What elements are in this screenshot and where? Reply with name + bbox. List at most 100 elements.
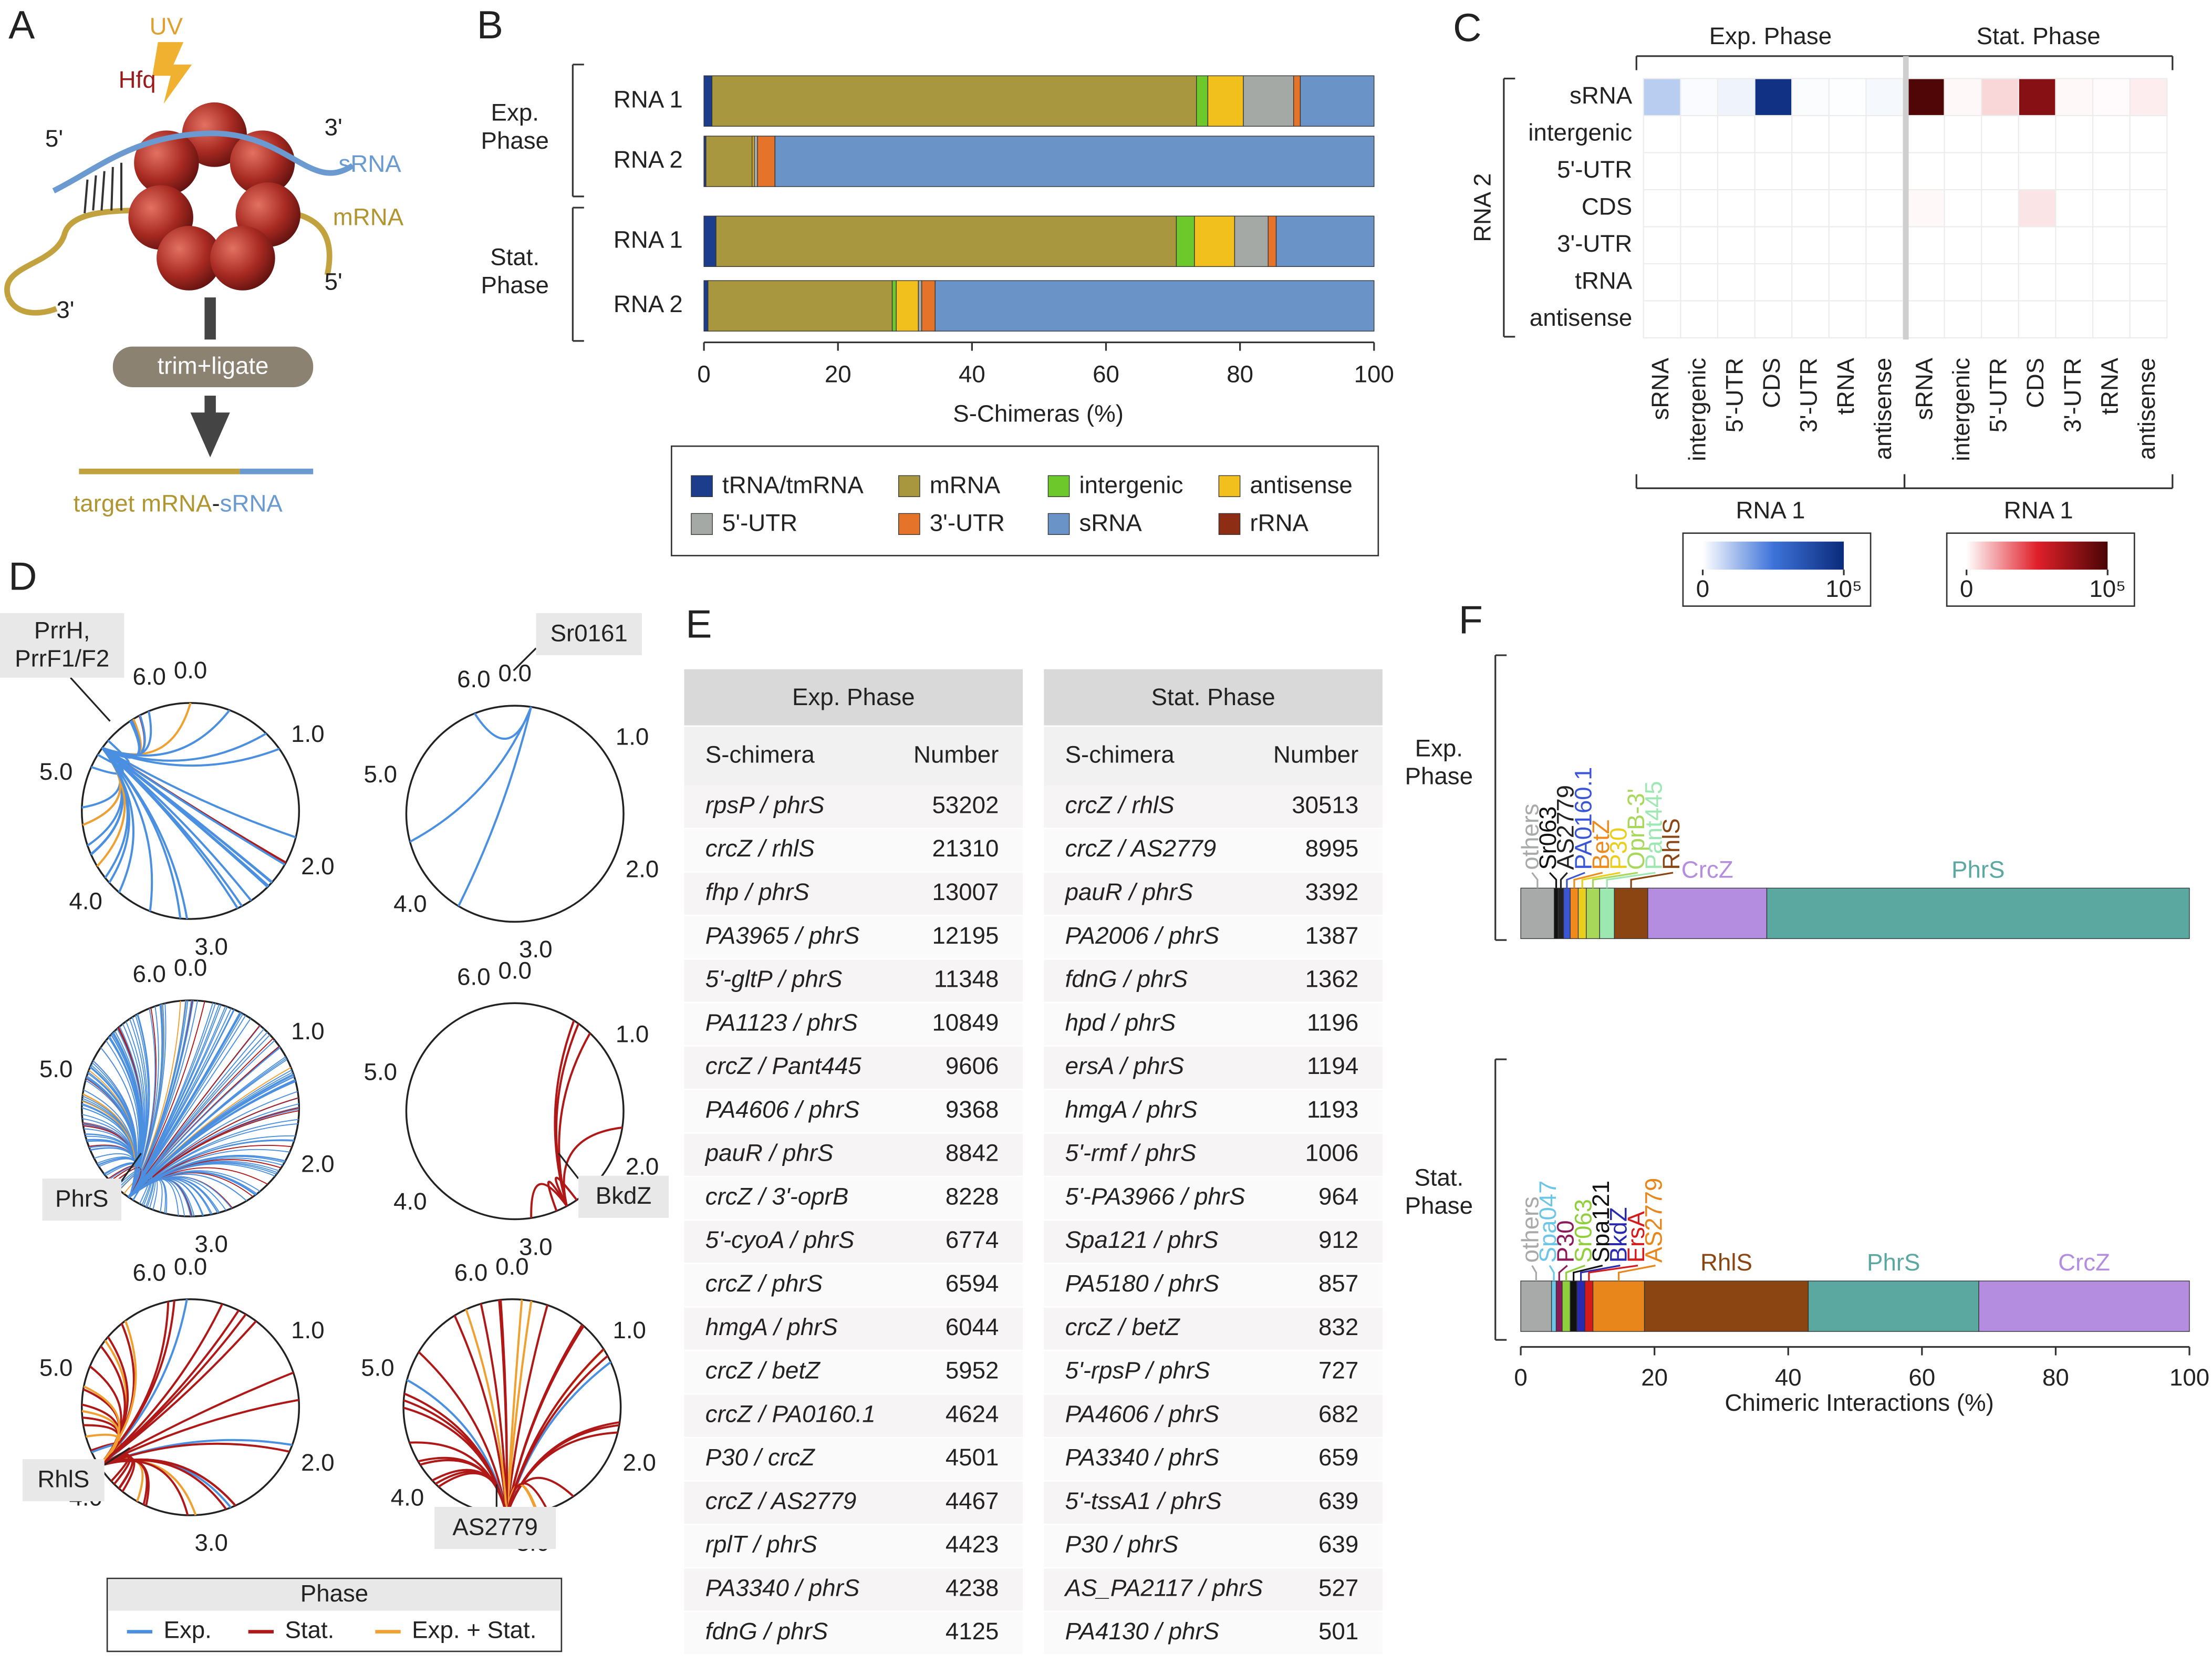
heatmap-cell: [2092, 115, 2131, 153]
circle-tick-label: 0.0: [174, 1253, 207, 1280]
x-axis-title: S-Chimeras (%): [953, 400, 1124, 427]
table-row-bg: [684, 1090, 1023, 1132]
chimera-name: PA4606 / phrS: [1065, 1400, 1220, 1427]
x-tick-label: 0: [697, 361, 710, 388]
circle-label-box: BkdZ: [596, 1183, 652, 1210]
heatmap-cell: [2055, 78, 2094, 117]
bar-segment: [708, 280, 893, 332]
chimera-name: AS_PA2117 / phrS: [1064, 1575, 1263, 1601]
heatmap-cell: [1906, 189, 1945, 228]
chimera-count: 13007: [932, 878, 999, 905]
table-header: [684, 669, 1023, 726]
segment-label: RhlS: [1700, 1249, 1752, 1276]
chimera-name: ersA / phrS: [1065, 1052, 1185, 1079]
chimera-count: 9606: [946, 1052, 999, 1079]
chord: [129, 1091, 298, 1198]
colorbar-label: 10⁵: [2089, 575, 2126, 602]
table-row-bg: [1044, 1612, 1383, 1655]
heatmap-cell: [1906, 263, 1945, 302]
category-label: RNA 1: [614, 86, 683, 112]
circle-tick-label: 5.0: [39, 1355, 72, 1381]
product-label: target mRNA-sRNA: [74, 490, 283, 516]
chord: [420, 1459, 508, 1516]
heatmap-cell: [2129, 263, 2168, 302]
circle-label-bg: [578, 1175, 669, 1218]
column-label: tRNA: [2096, 357, 2123, 415]
x-tick-label: 100: [2169, 1364, 2209, 1391]
segment-label: Spa121: [1587, 1181, 1614, 1263]
group-label: Exp. Phase: [481, 99, 549, 154]
x-axis-title: RNA 1: [1736, 497, 1805, 524]
heatmap-cell: [1680, 300, 1719, 339]
chord: [98, 1309, 240, 1467]
heatmap-cell: [2055, 226, 2094, 265]
table-row-bg: [684, 829, 1023, 872]
chimera-count: 5952: [946, 1357, 999, 1384]
table-row-bg: [684, 959, 1023, 1002]
circle-tick-label: 1.0: [612, 1317, 646, 1343]
table-row-bg: [1044, 1133, 1383, 1176]
segment-label: CrcZ: [1681, 856, 1733, 883]
heatmap-cell: [2092, 300, 2131, 339]
bar-segment: [1520, 1280, 1552, 1332]
segment-label: others: [1517, 803, 1543, 870]
chimera-count: 1006: [1305, 1140, 1359, 1166]
circle-tick-label: 0.0: [174, 954, 207, 981]
table-subheader: [1044, 727, 1383, 786]
chimera-name: fhp / phrS: [705, 878, 809, 905]
table-row-bg: [684, 786, 1023, 828]
bar-segment: [774, 136, 1375, 187]
heatmap-title: Stat. Phase: [1977, 23, 2101, 49]
column-label: antisense: [1870, 358, 1896, 460]
chord: [98, 1399, 299, 1467]
table-row-bg: [684, 1568, 1023, 1611]
x-tick-label: 100: [1354, 361, 1394, 388]
chord: [555, 1176, 578, 1207]
bar-segment: [934, 280, 1375, 332]
table-row-bg: [1044, 1438, 1383, 1481]
bar-segment: [1978, 1280, 2190, 1332]
step-label: trim+ligate: [158, 353, 269, 379]
legend-swatch: [1047, 475, 1070, 497]
heatmap-cell: [1643, 226, 1681, 265]
chord-circle: [405, 1002, 625, 1221]
chimera-name: PA2006 / phrS: [1065, 922, 1220, 949]
chimera-count: 9368: [946, 1096, 999, 1123]
chimera-name: crcZ / phrS: [705, 1270, 823, 1297]
chord: [500, 1299, 508, 1515]
chimera-name: 5'-cyoA / phrS: [705, 1226, 855, 1253]
chimera-count: 964: [1318, 1183, 1358, 1210]
circle-tick-label: 0.0: [499, 660, 532, 687]
heatmap-cell: [1643, 152, 1681, 191]
chord: [101, 739, 130, 764]
chimera-name: crcZ / betZ: [705, 1357, 821, 1384]
heatmap-cell: [2129, 300, 2168, 339]
chimera-count: 1362: [1305, 966, 1359, 993]
mrna-label: mRNA: [333, 204, 404, 231]
heatmap-cell: [1906, 226, 1945, 265]
step-box: [112, 346, 314, 388]
heatmap-cell: [1717, 189, 1756, 228]
panel-label: A: [8, 3, 35, 47]
chord: [119, 1170, 143, 1198]
segment-label: Sr063: [1534, 806, 1561, 870]
chord: [547, 1181, 568, 1212]
leader-line: [103, 1447, 130, 1466]
heatmap-cell: [1906, 115, 1945, 153]
table-row-bg: [1044, 1221, 1383, 1263]
table-row-bg: [684, 1264, 1023, 1307]
product-srna-label: sRNA: [220, 490, 283, 516]
heatmap-cell: [1828, 300, 1867, 339]
chimera-count: 4423: [946, 1531, 999, 1558]
table-row-bg: [684, 1525, 1023, 1567]
chimera-name: pauR / phrS: [1064, 878, 1193, 905]
chimera-count: 501: [1318, 1618, 1358, 1645]
label-leader: [1581, 872, 1621, 888]
circle-tick-label: 3.0: [194, 1231, 227, 1257]
label-leader: [1531, 872, 1539, 888]
chimera-name: hpd / phrS: [1065, 1009, 1176, 1036]
column-header: S-chimera: [705, 741, 815, 768]
bar-segment: [1570, 887, 1579, 939]
y-axis-title: RNA 2: [1469, 173, 1496, 242]
